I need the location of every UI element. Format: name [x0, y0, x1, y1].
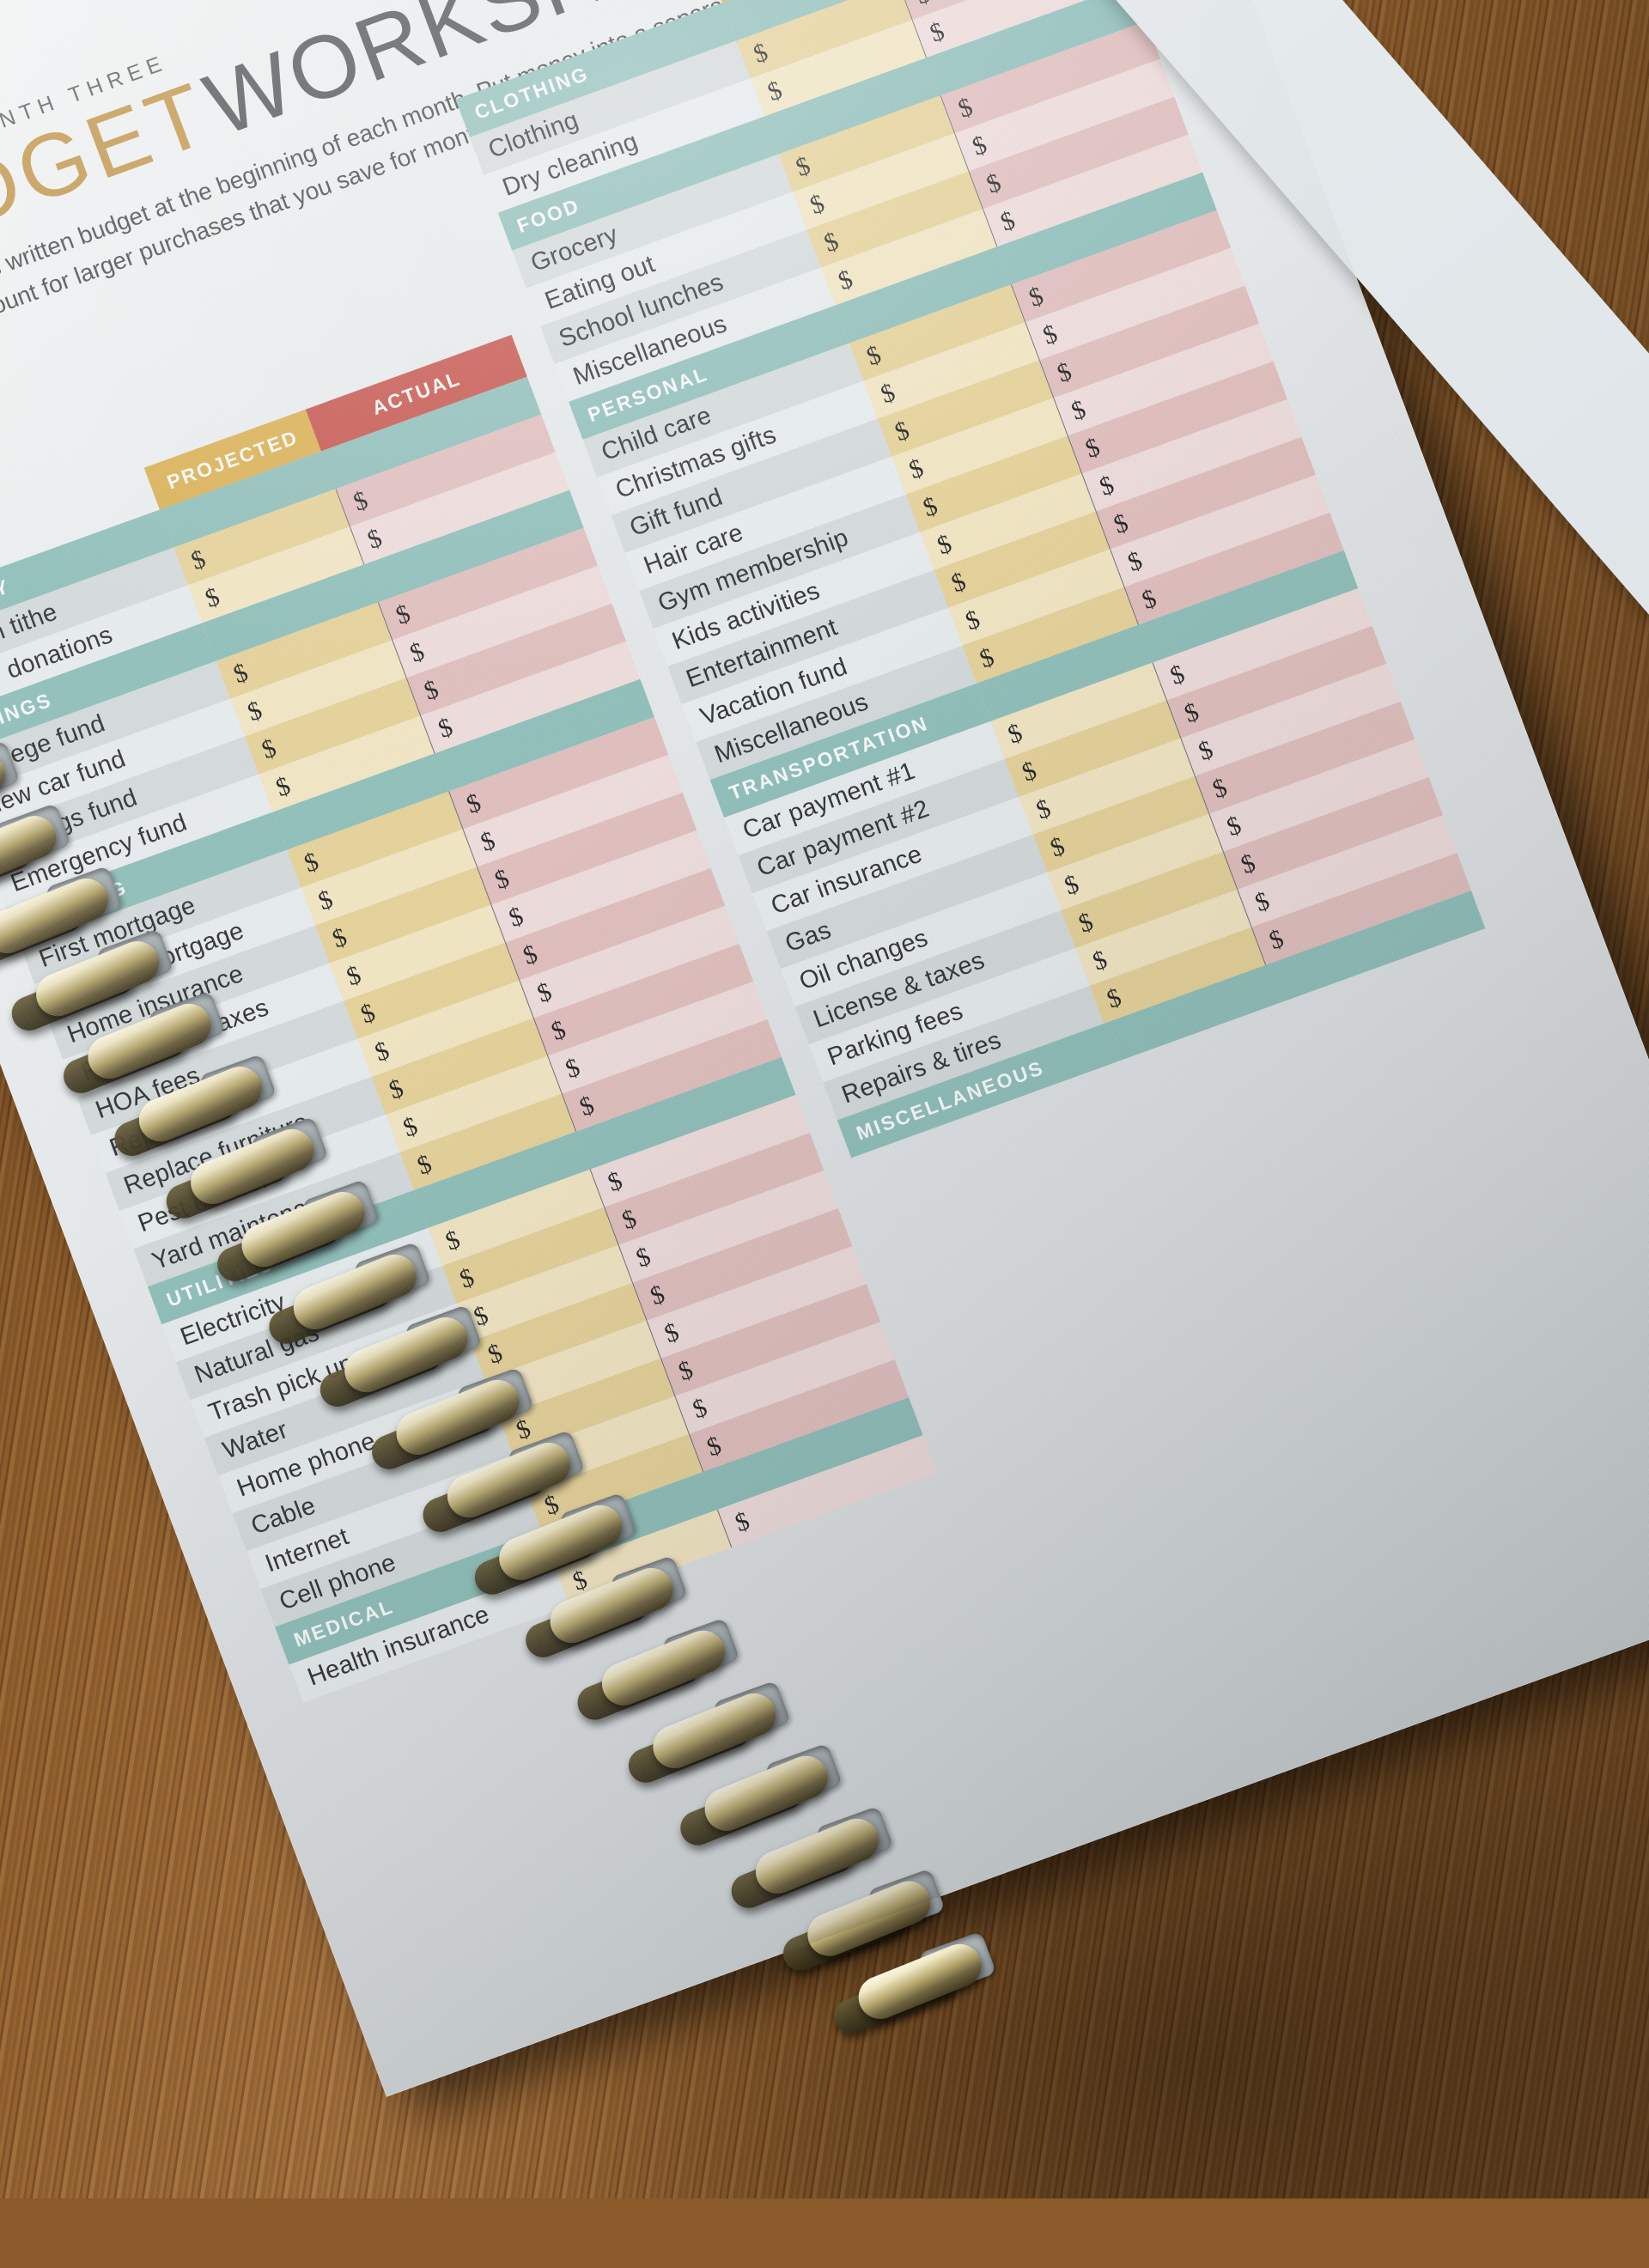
dollar-sign-icon: $	[731, 1505, 753, 1537]
spiral-coil	[469, 1492, 637, 1600]
dollar-sign-icon: $	[547, 1014, 569, 1046]
dollar-sign-icon: $	[674, 1354, 697, 1386]
dollar-sign-icon: $	[575, 1090, 598, 1122]
spiral-coil	[58, 991, 226, 1099]
dollar-sign-icon: $	[1046, 831, 1068, 863]
dollar-sign-icon: $	[632, 1241, 654, 1273]
dollar-sign-icon: $	[791, 150, 814, 182]
dollar-sign-icon: $	[919, 490, 941, 522]
spiral-coil-front	[81, 997, 217, 1085]
spiral-coil	[109, 1053, 277, 1162]
dollar-sign-icon: $	[933, 528, 956, 560]
dollar-sign-icon: $	[968, 130, 991, 161]
dollar-sign-icon: $	[1123, 545, 1147, 577]
dollar-sign-icon: $	[1180, 696, 1203, 728]
dollar-sign-icon: $	[961, 604, 984, 635]
dollar-sign-icon: $	[834, 264, 857, 295]
dollar-sign-icon: $	[1031, 793, 1055, 825]
spiral-coil	[6, 928, 174, 1037]
spiral-coil-front	[492, 1499, 629, 1587]
dollar-sign-icon: $	[392, 599, 414, 630]
dollar-sign-icon: $	[1067, 394, 1090, 426]
spiral-coil	[211, 1178, 380, 1287]
spiral-coil	[417, 1429, 586, 1537]
spiral-coil	[366, 1366, 534, 1475]
dollar-sign-icon: $	[1081, 432, 1104, 464]
dollar-sign-icon: $	[1237, 848, 1259, 879]
dollar-sign-icon: $	[604, 1165, 626, 1197]
dollar-sign-icon: $	[186, 544, 210, 575]
dollar-sign-icon: $	[1038, 319, 1062, 350]
spiral-coil	[263, 1241, 432, 1350]
dollar-sign-icon: $	[891, 415, 913, 447]
spiral-coil-front	[132, 1060, 269, 1148]
dollar-sign-icon: $	[1250, 885, 1274, 917]
dollar-sign-icon: $	[904, 453, 928, 484]
dollar-sign-icon: $	[1095, 470, 1118, 502]
dollar-sign-icon: $	[749, 37, 772, 69]
dollar-sign-icon: $	[1053, 356, 1075, 388]
spiral-coil-front	[29, 934, 166, 1023]
dollar-sign-icon: $	[688, 1392, 711, 1424]
dollar-sign-icon: $	[1060, 869, 1083, 901]
dollar-sign-icon: $	[1103, 982, 1125, 1014]
spiral-coil-front	[441, 1436, 577, 1524]
dollar-sign-icon: $	[349, 485, 372, 517]
dollar-sign-icon: $	[1018, 756, 1041, 787]
dollar-sign-icon: $	[1088, 945, 1111, 976]
dollar-sign-icon: $	[476, 825, 499, 857]
spiral-coil	[0, 866, 123, 974]
spiral-coil-front	[338, 1310, 474, 1399]
dollar-sign-icon: $	[1003, 718, 1026, 750]
dollar-sign-icon: $	[1025, 281, 1047, 313]
dollar-sign-icon: $	[912, 0, 934, 10]
dollar-sign-icon: $	[504, 901, 527, 933]
dollar-sign-icon: $	[420, 674, 442, 706]
spiral-coil-front	[286, 1248, 423, 1336]
dollar-sign-icon: $	[703, 1430, 725, 1462]
dollar-sign-icon: $	[862, 339, 885, 371]
dollar-sign-icon: $	[953, 92, 977, 124]
dollar-sign-icon: $	[1265, 923, 1287, 955]
dollar-sign-icon: $	[806, 188, 829, 220]
dollar-sign-icon: $	[660, 1316, 683, 1348]
dollar-sign-icon: $	[618, 1203, 641, 1235]
dollar-sign-icon: $	[1194, 734, 1217, 766]
dollar-sign-icon: $	[1110, 508, 1132, 539]
dollar-sign-icon: $	[819, 226, 843, 258]
spiral-coil	[161, 1116, 329, 1225]
dollar-sign-icon: $	[926, 16, 948, 48]
dollar-sign-icon: $	[1137, 583, 1160, 615]
dollar-sign-icon: $	[462, 787, 485, 819]
dollar-sign-icon: $	[947, 566, 970, 598]
dollar-sign-icon: $	[876, 377, 899, 409]
dollar-sign-icon: $	[561, 1052, 584, 1084]
dollar-sign-icon: $	[1222, 810, 1245, 842]
dollar-sign-icon: $	[519, 939, 541, 970]
dollar-sign-icon: $	[363, 523, 386, 555]
spiral-coil-front	[389, 1373, 526, 1462]
dollar-sign-icon: $	[405, 636, 429, 668]
dollar-sign-icon: $	[434, 712, 457, 744]
dollar-sign-icon: $	[490, 863, 514, 895]
dollar-sign-icon: $	[1074, 907, 1097, 939]
spiral-coil-front	[184, 1122, 320, 1211]
dollar-sign-icon: $	[1208, 772, 1231, 804]
spiral-coil	[314, 1304, 483, 1413]
dollar-sign-icon: $	[996, 205, 1019, 237]
dollar-sign-icon: $	[975, 642, 998, 674]
dollar-sign-icon: $	[646, 1279, 669, 1310]
spiral-coil-front	[234, 1185, 372, 1274]
dollar-sign-icon: $	[982, 167, 1005, 199]
dollar-sign-icon: $	[764, 75, 786, 106]
dollar-sign-icon: $	[532, 976, 556, 1008]
dollar-sign-icon: $	[1165, 659, 1189, 690]
